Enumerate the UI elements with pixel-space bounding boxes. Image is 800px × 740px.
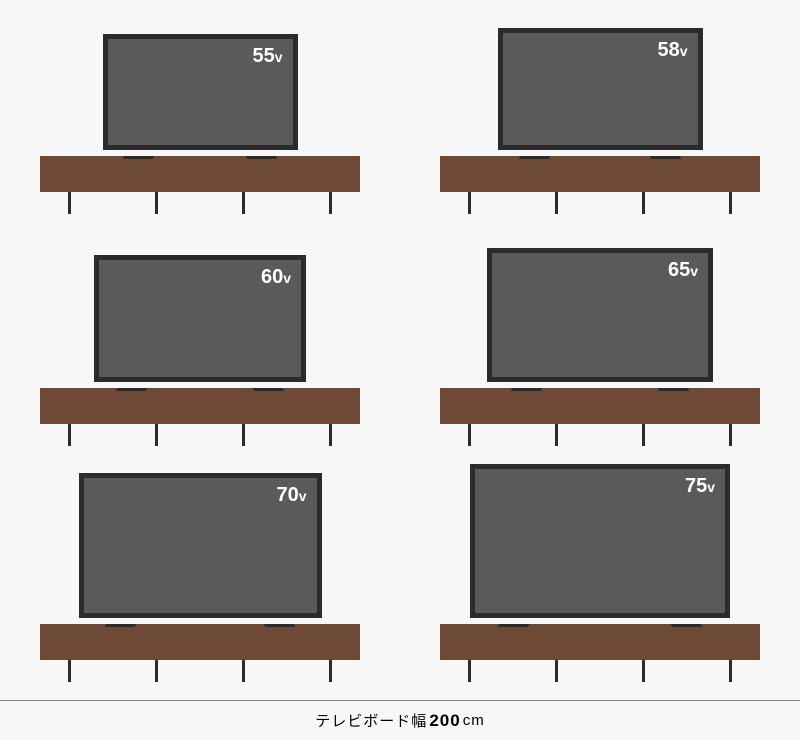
- board-leg: [468, 424, 471, 446]
- board-leg: [68, 660, 71, 682]
- tv-frame: 58v: [498, 28, 703, 150]
- board-leg: [329, 192, 332, 214]
- board-leg: [468, 192, 471, 214]
- tv-cell: 58v: [400, 0, 800, 232]
- board-leg: [329, 424, 332, 446]
- tv-size-label: 55v: [252, 45, 282, 68]
- board-leg: [68, 192, 71, 214]
- board-legs: [440, 424, 760, 446]
- tv-unit: 75v: [470, 464, 730, 627]
- tv-cell: 75v: [400, 464, 800, 700]
- caption-bar: テレビボード幅 200 cm: [0, 700, 800, 740]
- tv-unit: 55v: [103, 34, 298, 159]
- caption-prefix: テレビボード幅: [315, 710, 427, 731]
- tv-stand: [487, 381, 713, 391]
- tv-size-label: 75v: [685, 475, 715, 498]
- tv-frame: 75v: [470, 464, 730, 618]
- tv-stand: [498, 149, 703, 159]
- tv-cell: 55v: [0, 0, 400, 232]
- board-leg: [642, 660, 645, 682]
- tv-size-label: 60v: [261, 266, 291, 289]
- board-leg: [155, 424, 158, 446]
- board-leg: [242, 660, 245, 682]
- tv-unit: 58v: [498, 28, 703, 159]
- board-leg: [555, 424, 558, 446]
- tv-board: [440, 624, 760, 660]
- board-leg: [555, 192, 558, 214]
- tv-stand: [94, 381, 306, 391]
- caption-value: 200: [429, 711, 460, 731]
- board-leg: [242, 424, 245, 446]
- tv-frame: 55v: [103, 34, 298, 150]
- board-leg: [329, 660, 332, 682]
- tv-stand: [470, 617, 730, 627]
- tv-stand: [79, 617, 322, 627]
- board-leg: [68, 424, 71, 446]
- tv-stand: [103, 149, 298, 159]
- tv-board: [40, 388, 360, 424]
- caption-unit: cm: [463, 712, 485, 729]
- tv-cell: 60v: [0, 232, 400, 464]
- tv-board: [440, 156, 760, 192]
- board-legs: [440, 660, 760, 682]
- tv-cell: 70v: [0, 464, 400, 700]
- board-leg: [555, 660, 558, 682]
- board-leg: [155, 660, 158, 682]
- tv-frame: 70v: [79, 473, 322, 618]
- tv-unit: 70v: [79, 473, 322, 627]
- board-leg: [729, 424, 732, 446]
- board-legs: [40, 424, 360, 446]
- tv-cell: 65v: [400, 232, 800, 464]
- tv-frame: 60v: [94, 255, 306, 382]
- board-leg: [242, 192, 245, 214]
- board-leg: [155, 192, 158, 214]
- tv-unit: 60v: [94, 255, 306, 391]
- tv-size-label: 65v: [668, 259, 698, 282]
- board-leg: [642, 192, 645, 214]
- tv-board: [440, 388, 760, 424]
- tv-frame: 65v: [487, 248, 713, 382]
- tv-board: [40, 624, 360, 660]
- tv-size-label: 70v: [276, 484, 306, 507]
- tv-size-label: 58v: [657, 39, 687, 62]
- tv-unit: 65v: [487, 248, 713, 391]
- board-legs: [440, 192, 760, 214]
- board-legs: [40, 192, 360, 214]
- board-leg: [729, 660, 732, 682]
- board-leg: [729, 192, 732, 214]
- tv-size-grid: 55v 58v 60v 65v 70v 75v: [0, 0, 800, 700]
- board-legs: [40, 660, 360, 682]
- board-leg: [468, 660, 471, 682]
- board-leg: [642, 424, 645, 446]
- tv-board: [40, 156, 360, 192]
